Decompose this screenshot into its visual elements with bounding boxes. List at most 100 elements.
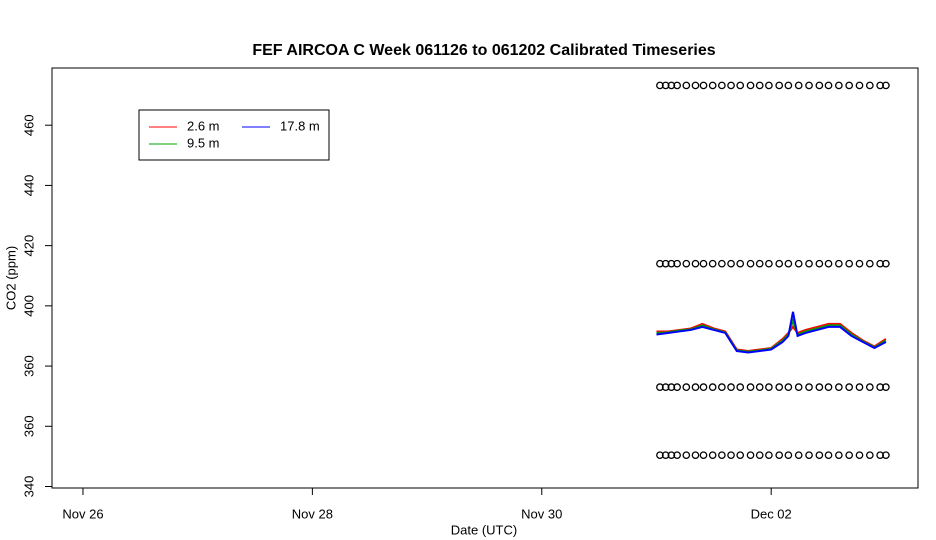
marker xyxy=(691,451,700,460)
y-tick-label: 400 xyxy=(21,295,36,317)
marker xyxy=(656,259,664,268)
marker xyxy=(691,259,700,268)
marker xyxy=(824,383,833,391)
marker xyxy=(755,259,764,268)
marker xyxy=(824,259,833,268)
marker xyxy=(656,451,664,460)
y-tick-label: 460 xyxy=(21,114,36,136)
marker xyxy=(718,259,726,268)
marker xyxy=(765,81,773,90)
legend-label: 17.8 m xyxy=(280,118,320,133)
series-line xyxy=(656,311,887,354)
y-tick-label: 360 xyxy=(21,355,36,377)
marker xyxy=(708,81,717,90)
marker xyxy=(865,383,874,391)
marker xyxy=(755,383,764,391)
marker xyxy=(775,81,784,90)
marker xyxy=(661,81,670,90)
marker xyxy=(855,451,864,460)
marker xyxy=(746,81,755,90)
legend-label: 9.5 m xyxy=(187,135,220,150)
marker xyxy=(815,259,824,268)
marker xyxy=(718,81,726,90)
marker xyxy=(755,81,764,90)
marker xyxy=(775,451,784,460)
marker xyxy=(835,81,843,90)
x-tick-label: Nov 28 xyxy=(292,506,333,521)
marker xyxy=(876,383,884,391)
marker xyxy=(775,383,784,391)
marker xyxy=(855,383,864,391)
marker xyxy=(855,81,864,90)
marker xyxy=(656,383,664,391)
marker xyxy=(656,81,664,90)
y-tick-label: 360 xyxy=(21,415,36,437)
y-tick-label: 440 xyxy=(21,175,36,197)
marker xyxy=(699,259,708,268)
marker xyxy=(824,81,833,90)
marker xyxy=(699,81,708,90)
marker xyxy=(784,259,793,268)
marker xyxy=(718,383,726,391)
marker xyxy=(682,451,691,460)
marker xyxy=(882,259,890,268)
marker xyxy=(661,451,670,460)
marker xyxy=(845,259,854,268)
marker xyxy=(805,383,813,391)
marker xyxy=(699,383,708,391)
marker xyxy=(736,259,745,268)
plot-frame xyxy=(51,67,919,489)
marker xyxy=(765,451,773,460)
marker xyxy=(882,81,890,90)
marker xyxy=(746,451,755,460)
x-tick-label: Dec 02 xyxy=(751,506,792,521)
marker xyxy=(673,259,681,268)
marker xyxy=(736,383,745,391)
marker xyxy=(794,451,803,460)
marker xyxy=(667,81,676,90)
series-line xyxy=(656,317,887,353)
marker xyxy=(775,259,784,268)
x-axis-label: Date (UTC) xyxy=(451,522,517,537)
marker xyxy=(667,383,676,391)
marker xyxy=(661,259,670,268)
marker xyxy=(699,451,708,460)
marker xyxy=(765,383,773,391)
marker xyxy=(835,259,843,268)
marker xyxy=(682,81,691,90)
marker xyxy=(682,383,691,391)
marker xyxy=(708,383,717,391)
marker xyxy=(755,451,764,460)
marker xyxy=(746,383,755,391)
legend-box xyxy=(138,109,330,161)
marker xyxy=(727,81,735,90)
marker xyxy=(845,81,854,90)
marker xyxy=(718,451,726,460)
marker xyxy=(708,259,717,268)
series-line xyxy=(656,322,887,353)
marker xyxy=(691,81,700,90)
marker xyxy=(805,259,813,268)
marker xyxy=(746,259,755,268)
y-axis-label: CO2 (ppm) xyxy=(3,246,18,310)
marker xyxy=(661,383,670,391)
marker xyxy=(815,81,824,90)
marker xyxy=(805,81,813,90)
marker xyxy=(876,259,884,268)
marker xyxy=(882,383,890,391)
marker xyxy=(845,383,854,391)
y-tick-label: 420 xyxy=(21,235,36,257)
marker xyxy=(727,451,735,460)
marker xyxy=(835,383,843,391)
marker xyxy=(691,383,700,391)
marker xyxy=(765,259,773,268)
chart-title: FEF AIRCOA C Week 061126 to 061202 Calib… xyxy=(252,42,715,59)
marker xyxy=(673,81,681,90)
marker xyxy=(784,81,793,90)
marker xyxy=(667,259,676,268)
marker xyxy=(667,451,676,460)
marker xyxy=(794,259,803,268)
x-tick-label: Nov 26 xyxy=(62,506,103,521)
marker xyxy=(682,259,691,268)
marker xyxy=(727,383,735,391)
